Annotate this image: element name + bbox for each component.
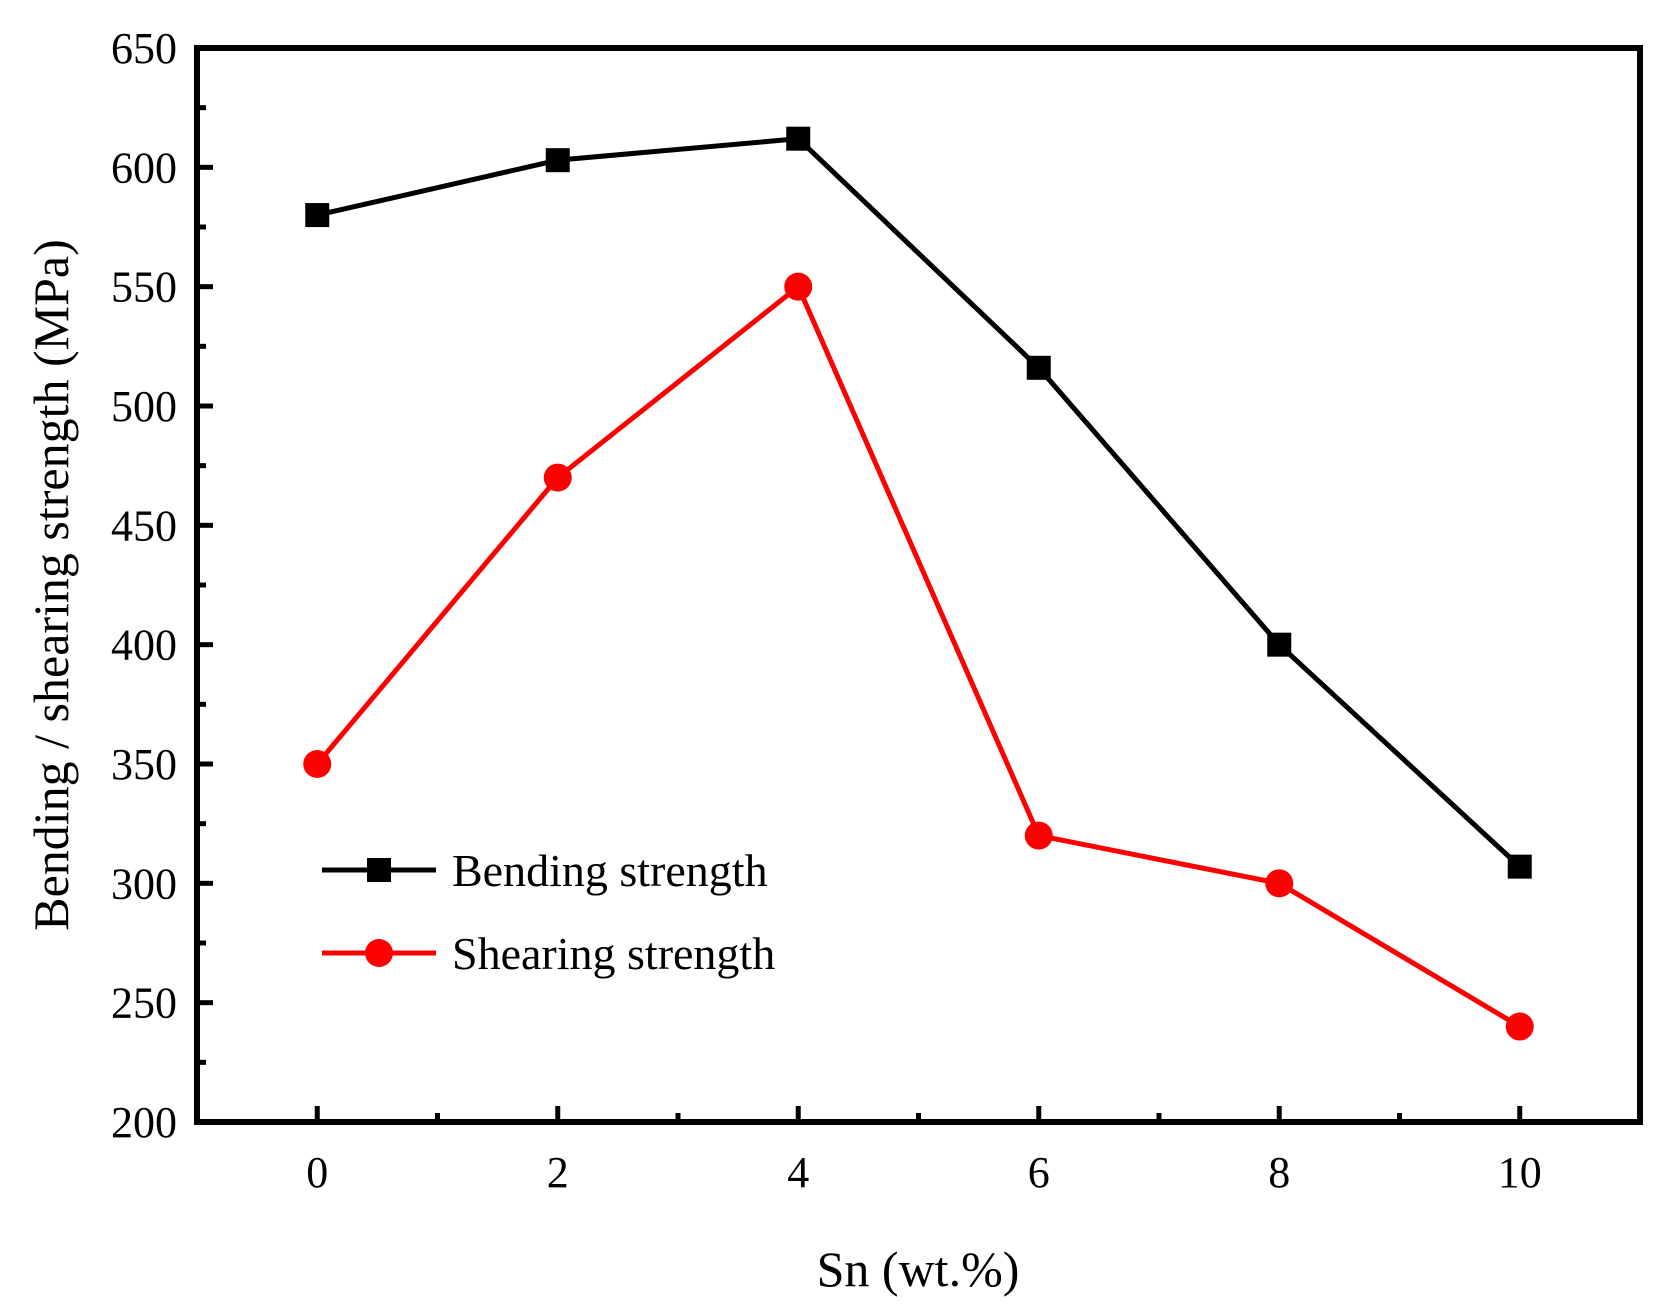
y-tick-label: 200: [111, 1098, 177, 1147]
shearing-strength-point: [1024, 821, 1053, 850]
bending-strength-point: [305, 203, 330, 228]
x-tick-label: 0: [306, 1148, 328, 1197]
y-tick-label: 300: [111, 859, 177, 908]
y-tick-label: 450: [111, 501, 177, 550]
shearing-strength-point: [1265, 869, 1294, 898]
shearing-strength-point: [543, 463, 572, 492]
tick-layer: [194, 45, 1643, 1125]
series-layer: [303, 126, 1534, 1041]
shearing-strength-point: [784, 272, 813, 301]
shearing-strength-point: [303, 750, 332, 778]
bending-strength-point: [545, 148, 570, 173]
x-tick-label: 4: [787, 1148, 809, 1197]
shearing-strength-point: [1505, 1012, 1534, 1041]
y-axis-title: Bending / shearing strength (MPa): [23, 239, 79, 931]
x-tick-label: 10: [1498, 1148, 1542, 1197]
bending-strength-point: [786, 126, 811, 151]
bending-strength-line: [316, 136, 1522, 869]
y-tick-label: 400: [111, 621, 177, 670]
legend-shearing-strength-label: Shearing strength: [452, 928, 775, 979]
legend-bending-strength-label: Bending strength: [452, 845, 768, 896]
y-tick-label: 250: [111, 979, 177, 1028]
plot-frame: [194, 45, 1643, 1125]
legend-shearing-strength-marker: [365, 939, 393, 967]
bending-strength-point: [1026, 355, 1051, 380]
y-tick-label: 550: [111, 263, 177, 312]
x-tick-label: 2: [547, 1148, 569, 1197]
x-axis-title: Sn (wt.%): [817, 1241, 1020, 1297]
bending-strength-point: [1507, 854, 1532, 879]
y-tick-label: 500: [111, 382, 177, 431]
y-tick-label: 650: [111, 24, 177, 73]
bending-strength-point: [1267, 632, 1292, 657]
x-tick-label: 8: [1268, 1148, 1290, 1197]
shearing-strength-line: [315, 284, 1522, 1029]
x-tick-label: 6: [1028, 1148, 1050, 1197]
label-layer: 0 2 4 6 8 10 200 250 300 350 400 450 500 550 600 650: [111, 24, 1542, 1197]
legend: Bending strength Shearing strength: [322, 845, 775, 979]
legend-bending-strength-marker: [367, 858, 391, 882]
y-tick-label: 350: [111, 740, 177, 789]
y-tick-label: 600: [111, 143, 177, 192]
